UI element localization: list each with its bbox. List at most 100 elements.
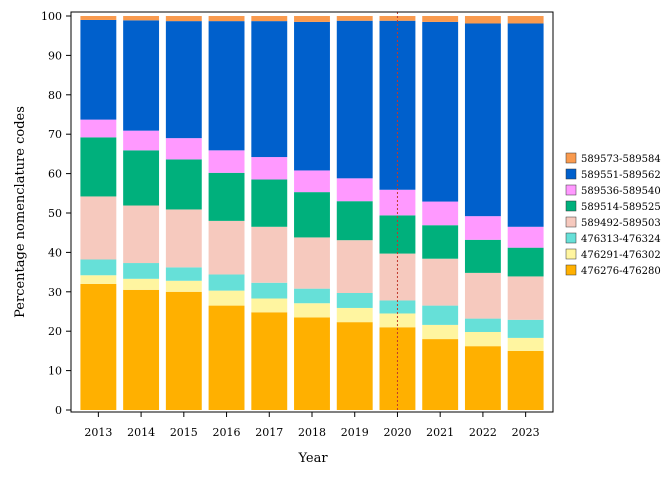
bar-segment-2018-589492-589503 — [294, 237, 330, 289]
bar-segment-2013-589514-589525 — [80, 137, 117, 197]
y-axis-title: Percentage nomenclature codes — [13, 106, 28, 318]
y-tick-label-0: 0 — [55, 404, 62, 417]
bar-segment-2020-589536-589540 — [379, 189, 416, 216]
bar-segment-2016-589551-589562 — [208, 21, 245, 151]
bar-segment-2019-476291-476302 — [336, 307, 373, 323]
x-axis: 2013 2014 2015 2016 2017 2018 2019 2020 2021 2022… — [84, 412, 540, 439]
bar-segment-2013-589573-589584 — [80, 16, 117, 20]
x-tick-label-2023: 2023 — [512, 426, 540, 439]
bar-segment-2015-476313-476324 — [165, 267, 202, 281]
bar-segment-2015-476276-476280 — [165, 291, 202, 410]
bar-segment-2018-589514-589525 — [294, 192, 330, 238]
bar-segment-2017-589492-589503 — [251, 226, 288, 283]
legend-swatch-589551-589562 — [565, 168, 577, 180]
bar-segment-2013-476291-476302 — [80, 275, 117, 284]
bar-segment-2019-589573-589584 — [336, 16, 373, 21]
bar-segment-2021-589492-589503 — [422, 258, 459, 306]
bar-segment-2017-589536-589540 — [251, 157, 288, 180]
bar-segment-2017-589514-589525 — [251, 179, 288, 227]
bar-segment-2017-589573-589584 — [251, 16, 288, 22]
bar-segment-2018-476291-476302 — [294, 303, 330, 318]
bar-segment-2021-476291-476302 — [422, 324, 459, 340]
bar-segment-2021-589536-589540 — [422, 201, 459, 226]
bar-segment-2017-476313-476324 — [251, 282, 288, 299]
bar-segment-2014-589514-589525 — [123, 150, 160, 206]
y-tick-label-30: 30 — [48, 286, 62, 299]
bar-segment-2022-476291-476302 — [464, 331, 501, 347]
legend-swatch-476291-476302 — [565, 248, 577, 260]
bar-segment-2016-476313-476324 — [208, 274, 245, 291]
bar-segment-2022-476276-476280 — [464, 346, 501, 410]
bar-segment-2019-589536-589540 — [336, 178, 373, 202]
bar-segment-2020-589573-589584 — [379, 16, 416, 21]
bar-segment-2014-589551-589562 — [123, 20, 160, 131]
bar-segment-2014-589536-589540 — [123, 130, 160, 151]
bar-segment-2018-476276-476280 — [294, 317, 330, 410]
bar-segment-2022-589536-589540 — [464, 216, 501, 240]
bar-segment-2023-589492-589503 — [507, 276, 544, 320]
bar-segment-2023-589514-589525 — [507, 247, 544, 277]
bar-segment-2019-589492-589503 — [336, 240, 373, 293]
y-tick-label-40: 40 — [48, 246, 62, 259]
legend-label-476313-476324: 476313-476324 — [581, 234, 661, 245]
bar-segment-2020-476313-476324 — [379, 300, 416, 314]
bar-segment-2018-589551-589562 — [294, 21, 330, 171]
bar-segment-2017-476291-476302 — [251, 298, 288, 313]
x-tick-label-2013: 2013 — [84, 426, 112, 439]
y-tick-label-70: 70 — [48, 128, 62, 141]
bar-segment-2018-589573-589584 — [294, 16, 330, 22]
bar-segment-2014-476276-476280 — [123, 289, 160, 410]
bar-segment-2016-589536-589540 — [208, 150, 245, 173]
bar-segment-2019-589514-589525 — [336, 201, 373, 241]
y-tick-label-100: 100 — [41, 10, 62, 23]
bar-segment-2014-589492-589503 — [123, 205, 160, 264]
x-tick-label-2017: 2017 — [255, 426, 283, 439]
bar-segment-2022-589551-589562 — [464, 23, 501, 217]
x-tick-label-2022: 2022 — [469, 426, 497, 439]
legend-label-476291-476302: 476291-476302 — [581, 250, 661, 261]
bar-segment-2016-589492-589503 — [208, 220, 245, 275]
bar-segment-2022-589514-589525 — [464, 239, 501, 273]
bar-segment-2015-589492-589503 — [165, 209, 202, 268]
bar-segment-2021-476276-476280 — [422, 339, 459, 410]
bar-segment-2022-476313-476324 — [464, 318, 501, 332]
bar-segment-2015-476291-476302 — [165, 280, 202, 292]
legend-swatch-589536-589540 — [565, 184, 577, 196]
legend-label-589551-589562: 589551-589562 — [581, 170, 661, 181]
bar-segment-2019-476313-476324 — [336, 292, 373, 308]
bar-segment-2023-589536-589540 — [507, 226, 544, 248]
bar-segment-2016-589514-589525 — [208, 172, 245, 221]
bar-segment-2016-589573-589584 — [208, 16, 245, 22]
bar-segment-2015-589536-589540 — [165, 138, 202, 160]
legend-label-589536-589540: 589536-589540 — [581, 186, 661, 197]
bar-segment-2023-476313-476324 — [507, 319, 544, 338]
y-tick-label-10: 10 — [48, 365, 62, 378]
bar-segment-2018-589536-589540 — [294, 170, 330, 193]
bar-segment-2015-589551-589562 — [165, 21, 202, 139]
bar-segment-2013-476276-476280 — [80, 283, 117, 410]
legend-label-589514-589525: 589514-589525 — [581, 202, 661, 213]
bar-segment-2023-589573-589584 — [507, 16, 544, 24]
x-tick-label-2018: 2018 — [298, 426, 326, 439]
bar-segment-2014-476291-476302 — [123, 278, 160, 290]
legend-swatch-476313-476324 — [565, 232, 577, 244]
bars-layer — [80, 16, 544, 410]
x-tick-label-2020: 2020 — [383, 426, 411, 439]
y-axis: 0 10 20 30 40 50 60 70 80 90 100 — [41, 10, 71, 417]
bar-segment-2021-589514-589525 — [422, 225, 459, 259]
bar-segment-2019-589551-589562 — [336, 20, 373, 179]
x-tick-label-2019: 2019 — [341, 426, 369, 439]
bar-segment-2017-476276-476280 — [251, 312, 288, 410]
legend-label-589573-589584: 589573-589584 — [581, 154, 661, 165]
bar-segment-2015-589573-589584 — [165, 16, 202, 22]
x-tick-label-2016: 2016 — [213, 426, 241, 439]
bar-segment-2013-589536-589540 — [80, 119, 117, 138]
bar-segment-2016-476276-476280 — [208, 305, 245, 410]
bar-segment-2023-476291-476302 — [507, 337, 544, 351]
bar-segment-2015-589514-589525 — [165, 159, 202, 210]
legend-swatch-589514-589525 — [565, 200, 577, 212]
bar-segment-2021-589551-589562 — [422, 21, 459, 202]
bar-segment-2017-589551-589562 — [251, 21, 288, 158]
legend-swatch-589492-589503 — [565, 216, 577, 228]
